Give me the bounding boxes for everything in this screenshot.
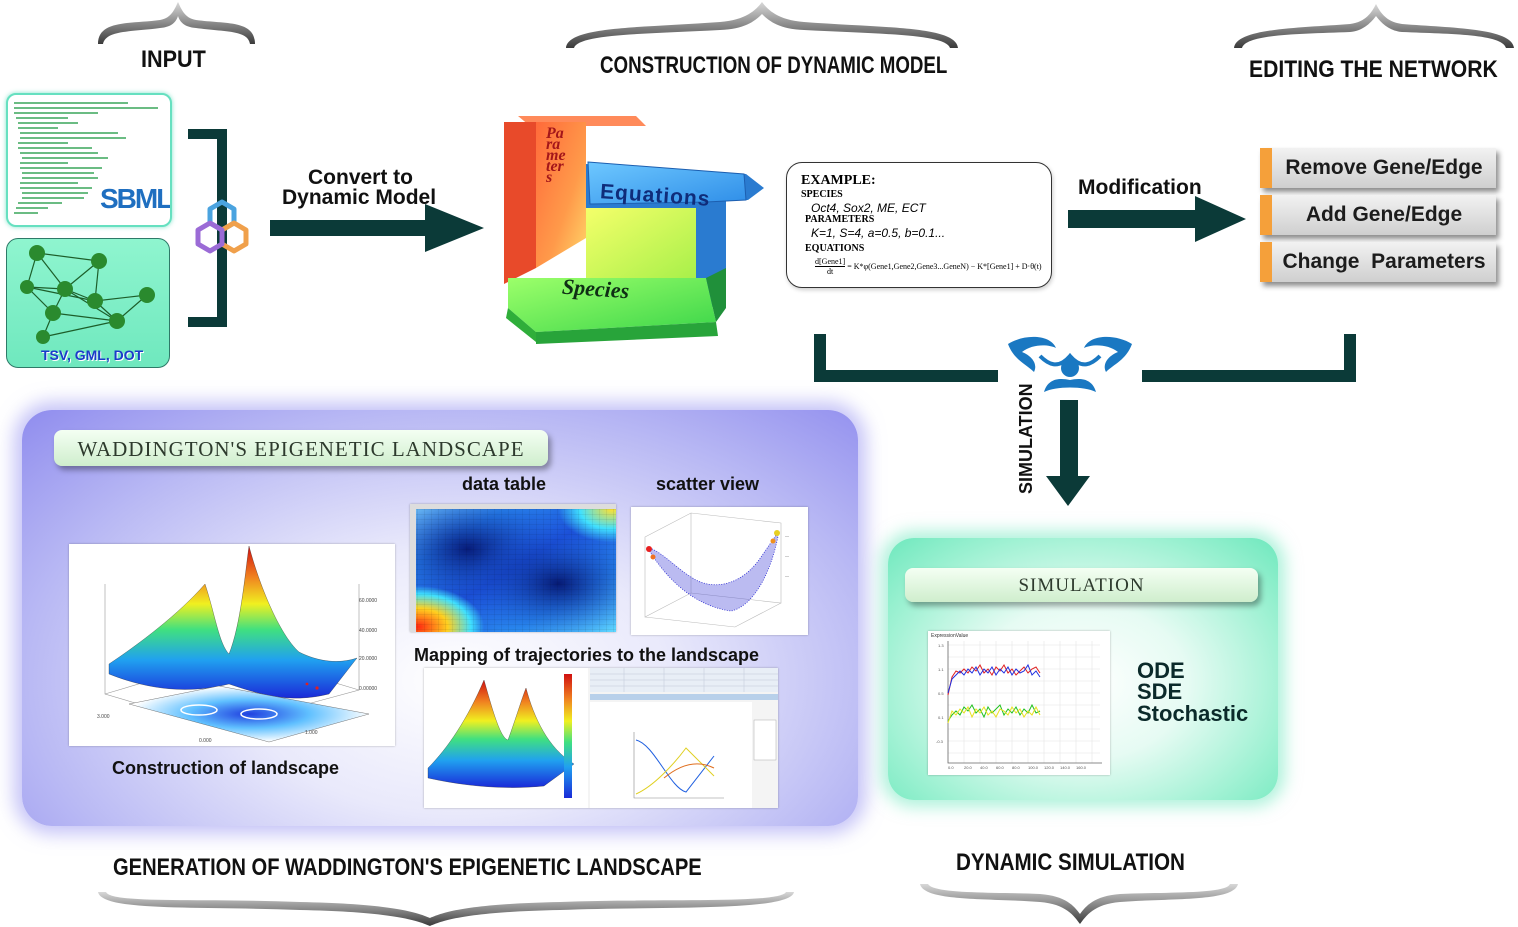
- brace-dynamic: [920, 884, 1238, 924]
- network-panel: TSV, GML, DOT: [6, 238, 170, 368]
- modification-arrow: [1068, 196, 1246, 242]
- change-parameters-button[interactable]: Change Parameters: [1260, 242, 1496, 282]
- cube-species-label: Species: [561, 273, 631, 304]
- heading-generation: GENERATION OF WADDINGTON'S EPIGENETIC LA…: [113, 854, 702, 881]
- svg-text:80.0: 80.0: [1012, 765, 1021, 770]
- svg-text:20.0000: 20.0000: [359, 656, 377, 662]
- add-gene-edge-button[interactable]: Add Gene/Edge: [1260, 195, 1496, 235]
- svg-text:160.0: 160.0: [1076, 765, 1087, 770]
- convert-label-line2: Dynamic Model: [282, 186, 437, 209]
- simulation-chart-ylabel: ExpressionValue: [931, 633, 969, 639]
- svg-text:—: —: [785, 573, 789, 578]
- svg-text:40.0000: 40.0000: [359, 628, 377, 634]
- heading-dynamic-simulation: DYNAMIC SIMULATION: [956, 849, 1185, 876]
- cytoscape-logo-icon: [1008, 336, 1132, 392]
- svg-text:3.000: 3.000: [97, 714, 110, 720]
- svg-text:0.5: 0.5: [938, 691, 944, 696]
- simulation-chart-image: ExpressionValue 1.3 1.1 0.5 0.1 -0.3 0.0 20.0…: [928, 631, 1110, 775]
- scatter-view-image: — — —: [631, 507, 808, 635]
- simulation-arrow: [1046, 400, 1090, 506]
- example-species-label: SPECIES: [801, 189, 843, 200]
- app-logo-icon: [195, 199, 249, 254]
- example-box: EXAMPLE: SPECIES Oct4, Sox2, ME, ECT PAR…: [786, 162, 1052, 288]
- example-parameters-value: K=1, S=4, a=0.5, b=0.1...: [811, 226, 946, 240]
- svg-text:-0.3: -0.3: [936, 739, 944, 744]
- convert-arrow: [270, 204, 484, 252]
- heading-editing: EDITING THE NETWORK: [1249, 56, 1498, 83]
- heading-construction: CONSTRUCTION OF DYNAMIC MODEL: [600, 52, 948, 79]
- convert-label-line1: Convert to: [308, 166, 413, 189]
- brace-input: [98, 2, 255, 44]
- link-bracket-left: [814, 334, 998, 382]
- example-equations-label: EQUATIONS: [805, 243, 865, 254]
- svg-text:60.0: 60.0: [996, 765, 1005, 770]
- example-species-value: Oct4, Sox2, ME, ECT: [811, 201, 926, 215]
- svg-text:40.0: 40.0: [980, 765, 989, 770]
- scatter-view-label: scatter view: [656, 474, 760, 494]
- mapping-trajectories-image: [424, 668, 778, 808]
- cube-parameters-label: Parameters: [546, 125, 566, 186]
- example-title: EXAMPLE:: [801, 173, 876, 188]
- method-sde: SDE: [1137, 679, 1183, 704]
- svg-text:—: —: [785, 533, 789, 538]
- construction-landscape-label: Construction of landscape: [112, 758, 340, 778]
- heading-input: INPUT: [141, 46, 206, 73]
- equation-denominator: dt: [826, 267, 834, 276]
- svg-text:0.0: 0.0: [948, 765, 954, 770]
- brace-editing: [1234, 4, 1514, 48]
- landscape-banner: WADDINGTON'S EPIGENETIC LANDSCAPE: [54, 430, 548, 466]
- modification-label: Modification: [1078, 176, 1202, 199]
- brace-construction: [566, 2, 958, 48]
- svg-text:120.0: 120.0: [1044, 765, 1055, 770]
- equation-rhs: = K*φ(Gene1,Gene2,Gene3...GeneN) − K*[Ge…: [847, 262, 1042, 271]
- equation-numerator: d[Gene1]: [815, 257, 846, 267]
- link-bracket-right: [1142, 334, 1356, 382]
- svg-text:20.0: 20.0: [964, 765, 973, 770]
- sbml-file-panel: SBML: [6, 93, 172, 227]
- svg-text:1.000: 1.000: [305, 730, 318, 736]
- example-parameters-label: PARAMETERS: [805, 214, 875, 225]
- svg-text:100.0: 100.0: [1028, 765, 1039, 770]
- data-table-label: data table: [462, 474, 547, 494]
- svg-text:1.1: 1.1: [938, 667, 944, 672]
- sbml-logo: SBML: [100, 183, 172, 214]
- simulation-arrow-label: SIMULATION: [1016, 383, 1036, 494]
- svg-text:0.000: 0.000: [199, 738, 212, 744]
- mapping-label: Mapping of trajectories to the landscape: [414, 645, 760, 665]
- remove-gene-edge-button[interactable]: Remove Gene/Edge: [1260, 148, 1496, 188]
- example-equation: d[Gene1] dt = K*φ(Gene1,Gene2,Gene3...Ge…: [815, 257, 1042, 276]
- method-ode: ODE: [1137, 658, 1185, 683]
- method-stochastic: Stochastic: [1137, 701, 1249, 726]
- svg-text:140.0: 140.0: [1060, 765, 1071, 770]
- network-graph-icon: [20, 245, 155, 344]
- data-table-image: [410, 504, 616, 632]
- svg-text:60.0000: 60.0000: [359, 598, 377, 604]
- sbml-code-lines: [14, 102, 158, 214]
- svg-text:—: —: [785, 553, 789, 558]
- svg-text:0.1: 0.1: [938, 715, 944, 720]
- network-formats-label: TSV, GML, DOT: [41, 347, 144, 363]
- construction-landscape-image: 60.0000 40.0000 20.0000 0.00000 3.000 0.000 1…: [69, 544, 395, 746]
- svg-text:0.00000: 0.00000: [359, 686, 377, 692]
- svg-text:1.3: 1.3: [938, 643, 944, 648]
- model-blocks-graphic: [504, 116, 764, 344]
- brace-generation: [98, 892, 794, 926]
- simulation-banner: SIMULATION: [905, 568, 1258, 602]
